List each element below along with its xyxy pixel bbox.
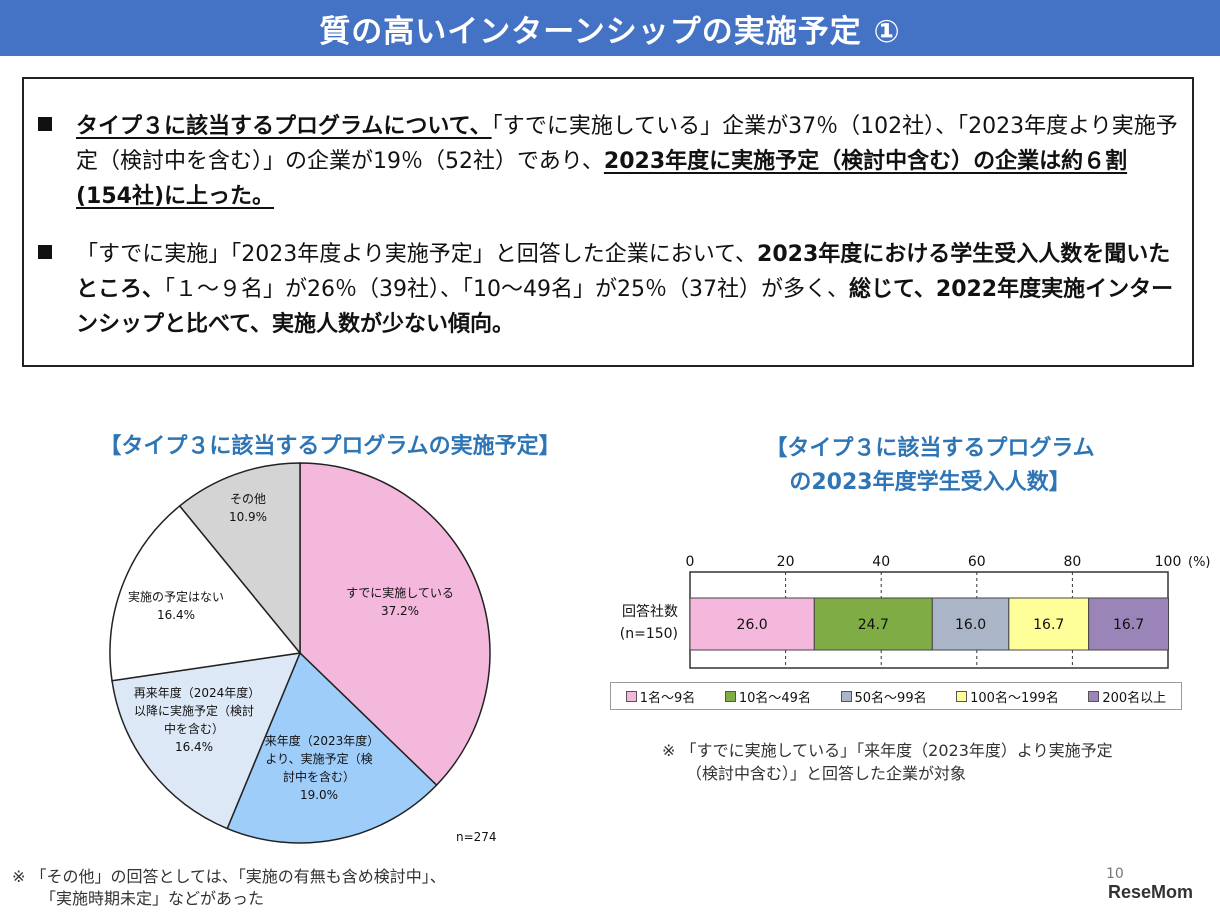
bullet2-body: 「１～９名」が26％（39社）、「10～49名」が25％（37社）が多く、 xyxy=(164,277,849,302)
legend-swatch-icon xyxy=(1088,690,1100,702)
summary-box: タイプ３に該当するプログラムについて、「すでに実施している」企業が37％（102… xyxy=(22,77,1194,367)
bar-data-label: 16.7 xyxy=(1033,617,1064,633)
x-tick-label: 100 xyxy=(1155,554,1182,570)
bullet1-body: 「すでに実施している」企業が37％（102社）、「2023年度より実施予定（検討… xyxy=(76,114,1178,174)
legend-label: 200名以上 xyxy=(1102,690,1167,706)
page-number: 10 xyxy=(1106,866,1124,882)
bar-data-label: 16.7 xyxy=(1113,617,1144,633)
legend-item-100-199: 100名～199名 xyxy=(956,687,1059,706)
pie-slice-2 xyxy=(111,652,302,830)
pie-slice-1 xyxy=(226,651,438,844)
bullet2-conclusion: 総じて、2022年度実施インターンシップと比べて、実施人数が少ない傾向。 xyxy=(76,277,1174,337)
bar-chart-title-line2: の2023年度学生受入人数】 xyxy=(789,470,1071,495)
bullet1-lead: タイプ３に該当するプログラムについて、 xyxy=(76,114,492,139)
stacked-bar-chart: 0 20 40 60 80 100 (%) 26.0 24.7 16.0 16.7 16.7 回答社数 (… xyxy=(620,554,1211,669)
bar-segment-0 xyxy=(689,597,815,651)
bullet-square-icon xyxy=(38,117,52,131)
pie-note-line1: ※ 「その他」の回答としては、「実施の有無も含め検討中」、 xyxy=(12,867,446,886)
bar-data-label: 26.0 xyxy=(737,617,768,633)
legend-item-50-99: 50名～99名 xyxy=(840,687,927,706)
pie-label-other: その他 10.9% xyxy=(208,490,288,526)
pie-label-next-year-name: 来年度（2023年度）より、実施予定（検討中を含む） xyxy=(264,734,374,784)
summary-bullet-2: 「すでに実施」「2023年度より実施予定」と回答した企業において、2023年度に… xyxy=(38,237,1178,342)
pie-label-after-next-value: 16.4% xyxy=(174,740,214,754)
legend-label: 50名～99名 xyxy=(854,690,927,706)
pie-label-already-value: 37.2% xyxy=(380,604,420,618)
pie-label-next-year-value: 19.0% xyxy=(299,788,339,802)
pie-note-line2: 「実施時期未定」などがあった xyxy=(40,889,265,908)
bullet2-lead: 「すでに実施」「2023年度より実施予定」と回答した企業において、 xyxy=(76,242,758,267)
legend-swatch-icon xyxy=(625,690,637,702)
bar-legend: 1名～9名 10名～49名 50名～99名 100名～199名 200名以上 xyxy=(610,682,1182,710)
page-title: 質の高いインターンシップの実施予定 ① xyxy=(0,0,1220,56)
x-tick-label: 60 xyxy=(968,554,986,570)
bullet1-conclusion: 2023年度に実施予定（検討中含む）の企業は約６割(154社)に上った。 xyxy=(76,149,1128,209)
pie-chart-title: 【タイプ３に該当するプログラムの実施予定】 xyxy=(99,434,561,459)
bar-data-label: 24.7 xyxy=(858,617,889,633)
pie-label-no-plan-name: 実施の予定はない xyxy=(127,590,224,604)
pie-slice-3 xyxy=(109,504,302,682)
pie-slice-0 xyxy=(299,462,491,787)
bullet2-question: 2023年度における学生受入人数を聞いたところ、 xyxy=(76,242,1171,302)
bullet-square-icon xyxy=(38,245,52,259)
bar-segment-3 xyxy=(1008,597,1090,651)
x-tick-label: 20 xyxy=(777,554,795,570)
bar-data-label: 16.0 xyxy=(955,617,986,633)
legend-label: 10名～49名 xyxy=(738,690,811,706)
legend-label: 1名～9名 xyxy=(639,690,696,706)
category-label-line1: 回答社数 xyxy=(622,603,678,620)
legend-swatch-icon xyxy=(840,690,852,702)
legend-item-10-49: 10名～49名 xyxy=(724,687,811,706)
x-axis-unit: (%) xyxy=(1188,555,1211,570)
legend-swatch-icon xyxy=(956,690,968,702)
pie-slice-4 xyxy=(178,462,301,656)
legend-item-200-plus: 200名以上 xyxy=(1088,687,1166,706)
bar-note-line2: （検討中含む）」と回答した企業が対象 xyxy=(686,764,967,783)
pie-label-no-plan: 実施の予定はない 16.4% xyxy=(126,588,226,624)
pie-label-no-plan-value: 16.4% xyxy=(156,608,196,622)
category-label-line2: (n=150) xyxy=(620,626,678,642)
pie-label-after-next-name: 再来年度（2024年度）以降に実施予定（検討中を含む） xyxy=(133,686,255,736)
legend-swatch-icon xyxy=(724,690,736,702)
legend-item-1-9: 1名～9名 xyxy=(625,687,696,706)
x-tick-label: 0 xyxy=(686,554,695,570)
pie-sample-size: n=274 xyxy=(456,830,497,844)
summary-bullet-1: タイプ３に該当するプログラムについて、「すでに実施している」企業が37％（102… xyxy=(38,109,1178,214)
pie-label-already: すでに実施している 37.2% xyxy=(345,584,455,620)
bar-segment-2 xyxy=(931,597,1010,651)
resemom-logo: ReseMom xyxy=(1108,882,1194,902)
pie-chart xyxy=(109,462,491,844)
x-tick-label: 80 xyxy=(1063,554,1081,570)
legend-label: 100名～199名 xyxy=(970,690,1059,706)
x-tick-label: 40 xyxy=(872,554,890,570)
bar-segment-4 xyxy=(1088,597,1169,651)
bar-note-line1: ※ 「すでに実施している」「来年度（2023年度）より実施予定 xyxy=(662,741,1113,760)
pie-label-next-year: 来年度（2023年度）より、実施予定（検討中を含む） 19.0% xyxy=(264,732,374,804)
bar-chart-title-line1: 【タイプ３に該当するプログラム xyxy=(765,436,1095,461)
pie-label-already-name: すでに実施している xyxy=(346,586,454,600)
pie-label-other-value: 10.9% xyxy=(228,510,268,524)
pie-label-other-name: その他 xyxy=(229,492,266,506)
pie-label-after-next: 再来年度（2024年度）以降に実施予定（検討中を含む） 16.4% xyxy=(132,684,256,756)
